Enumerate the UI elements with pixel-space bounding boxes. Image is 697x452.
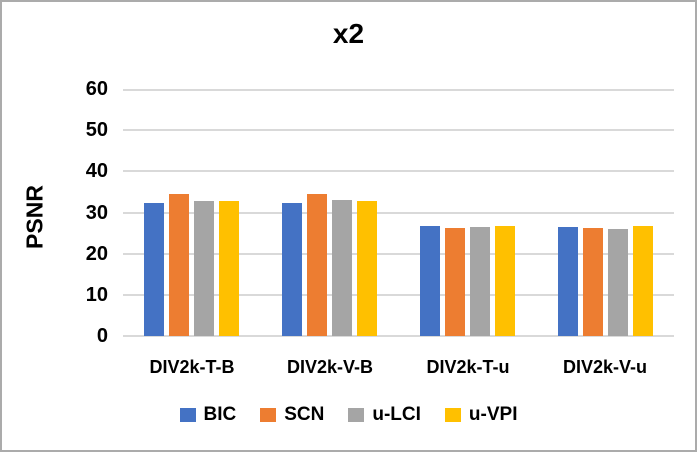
- y-tick-label: 40: [85, 160, 108, 182]
- y-tick-label: 60: [85, 78, 108, 100]
- legend-item-BIC: BIC: [179, 404, 237, 426]
- legend-label: u-VPI: [468, 404, 518, 425]
- x-category-label: DIV2k-T-B: [149, 357, 235, 377]
- x-category-label: DIV2k-V-B: [286, 357, 374, 377]
- legend-item-u-LCI: u-LCI: [348, 404, 421, 426]
- bar-u-LCI-DIV2k-V-B: [332, 200, 352, 336]
- bar-group-DIV2k-V-B: [282, 89, 377, 336]
- bar-SCN-DIV2k-T-B: [169, 194, 189, 336]
- legend-label: SCN: [284, 404, 325, 425]
- bar-u-LCI-DIV2k-V-u: [608, 229, 628, 336]
- bar-group-DIV2k-V-u: [558, 89, 653, 336]
- y-axis-title: PSNR: [21, 185, 48, 249]
- bar-SCN-DIV2k-T-u: [445, 228, 465, 336]
- bar-u-VPI-DIV2k-T-B: [219, 201, 239, 336]
- gridline: [123, 335, 674, 337]
- legend: BIC SCN u-LCI u-VPI: [2, 404, 695, 426]
- bar-group-DIV2k-T-B: [144, 89, 239, 336]
- gridline: [123, 129, 674, 131]
- gridline: [123, 294, 674, 296]
- bar-group-DIV2k-T-u: [420, 89, 515, 336]
- bar-u-VPI-DIV2k-V-u: [633, 226, 653, 336]
- gridline: [123, 89, 674, 91]
- bar-BIC-DIV2k-V-u: [558, 227, 578, 336]
- bar-SCN-DIV2k-V-u: [583, 228, 603, 336]
- legend-label: u-LCI: [372, 404, 421, 425]
- legend-swatch-u-VPI: [444, 408, 461, 422]
- gridline: [123, 253, 674, 255]
- chart-title: x2: [332, 18, 365, 49]
- gridline: [123, 170, 674, 172]
- bar-BIC-DIV2k-V-B: [282, 203, 302, 336]
- legend-swatch-u-LCI: [348, 408, 365, 422]
- bar-BIC-DIV2k-T-B: [144, 203, 164, 336]
- gridline: [123, 212, 674, 214]
- legend-item-u-VPI: u-VPI: [444, 404, 518, 426]
- x-category-label: DIV2k-V-u: [562, 357, 648, 377]
- legend-swatch-BIC: [179, 408, 196, 422]
- y-tick-label: 30: [85, 202, 108, 224]
- y-tick-label: 10: [85, 284, 108, 306]
- bar-u-LCI-DIV2k-T-u: [470, 227, 490, 336]
- bar-BIC-DIV2k-T-u: [420, 226, 440, 336]
- legend-item-SCN: SCN: [260, 404, 324, 426]
- legend-label: BIC: [203, 404, 237, 425]
- bar-u-LCI-DIV2k-T-B: [194, 201, 214, 336]
- y-tick-label: 50: [85, 119, 108, 141]
- plot-area: [123, 89, 674, 337]
- y-tick-label: 20: [85, 243, 108, 265]
- x-category-label: DIV2k-T-u: [426, 357, 510, 377]
- bar-u-VPI-DIV2k-V-B: [357, 201, 377, 336]
- bar-SCN-DIV2k-V-B: [307, 194, 327, 336]
- y-tick-label: 0: [96, 325, 108, 347]
- bar-u-VPI-DIV2k-T-u: [495, 226, 515, 336]
- legend-swatch-SCN: [260, 408, 277, 422]
